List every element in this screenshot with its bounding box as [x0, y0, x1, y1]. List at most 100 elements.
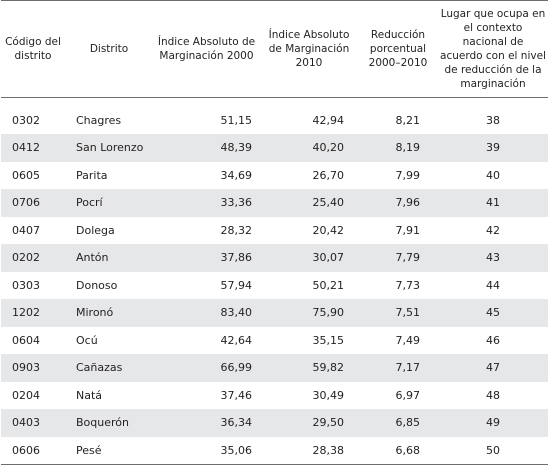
cell-indice-2000: 36,34 [153, 409, 260, 437]
cell-reduccion: 8,21 [358, 97, 438, 134]
cell-indice-2000: 34,69 [153, 161, 260, 189]
cell-indice-2000: 33,36 [153, 189, 260, 217]
cell-indice-2010: 40,20 [260, 134, 358, 162]
table-row: 1202 Mironó 83,40 75,90 7,51 45 [1, 299, 548, 327]
table-row: 0604 Ocú 42,64 35,15 7,49 46 [1, 326, 548, 354]
table-row: 0606 Pesé 35,06 28,38 6,68 50 [1, 436, 548, 465]
cell-lugar: 38 [438, 97, 548, 134]
table-row: 0412 San Lorenzo 48,39 40,20 8,19 39 [1, 134, 548, 162]
cell-indice-2010: 50,21 [260, 271, 358, 299]
header-distrito: Distrito [65, 0, 153, 98]
cell-codigo: 0605 [1, 161, 65, 189]
cell-reduccion: 6,97 [358, 381, 438, 409]
cell-lugar: 49 [438, 409, 548, 437]
cell-indice-2000: 48,39 [153, 134, 260, 162]
cell-reduccion: 8,19 [358, 134, 438, 162]
header-indice-2010: Índice Absoluto de Marginación 2010 [260, 0, 358, 98]
header-codigo: Código del distrito [1, 0, 65, 98]
table-row: 0407 Dolega 28,32 20,42 7,91 42 [1, 216, 548, 244]
cell-distrito: Antón [65, 244, 153, 272]
cell-reduccion: 7,79 [358, 244, 438, 272]
cell-distrito: Parita [65, 161, 153, 189]
cell-indice-2000: 37,86 [153, 244, 260, 272]
cell-lugar: 41 [438, 189, 548, 217]
cell-reduccion: 7,51 [358, 299, 438, 327]
table-row: 0202 Antón 37,86 30,07 7,79 43 [1, 244, 548, 272]
cell-indice-2000: 57,94 [153, 271, 260, 299]
cell-reduccion: 7,99 [358, 161, 438, 189]
cell-codigo: 0202 [1, 244, 65, 272]
cell-distrito: San Lorenzo [65, 134, 153, 162]
cell-indice-2010: 42,94 [260, 97, 358, 134]
cell-indice-2000: 35,06 [153, 436, 260, 465]
cell-codigo: 0604 [1, 326, 65, 354]
header-reduccion: Reducción porcentual 2000–2010 [358, 0, 438, 98]
cell-lugar: 48 [438, 381, 548, 409]
cell-lugar: 47 [438, 354, 548, 382]
cell-indice-2010: 25,40 [260, 189, 358, 217]
cell-lugar: 40 [438, 161, 548, 189]
cell-indice-2010: 35,15 [260, 326, 358, 354]
cell-indice-2000: 37,46 [153, 381, 260, 409]
cell-lugar: 42 [438, 216, 548, 244]
cell-indice-2010: 29,50 [260, 409, 358, 437]
table-row: 0302 Chagres 51,15 42,94 8,21 38 [1, 97, 548, 134]
cell-indice-2010: 30,49 [260, 381, 358, 409]
table-body: 0302 Chagres 51,15 42,94 8,21 38 0412 San Loren… [1, 97, 548, 465]
cell-reduccion: 7,49 [358, 326, 438, 354]
cell-lugar: 45 [438, 299, 548, 327]
cell-lugar: 44 [438, 271, 548, 299]
cell-indice-2000: 83,40 [153, 299, 260, 327]
cell-distrito: Dolega [65, 216, 153, 244]
cell-indice-2010: 26,70 [260, 161, 358, 189]
cell-distrito: Natá [65, 381, 153, 409]
cell-codigo: 0412 [1, 134, 65, 162]
cell-codigo: 0204 [1, 381, 65, 409]
cell-indice-2010: 30,07 [260, 244, 358, 272]
cell-lugar: 50 [438, 436, 548, 465]
header-indice-2000: Índice Absoluto de Marginación 2000 [153, 0, 260, 98]
cell-codigo: 0706 [1, 189, 65, 217]
cell-codigo: 0403 [1, 409, 65, 437]
cell-codigo: 0407 [1, 216, 65, 244]
table-row: 0403 Boquerón 36,34 29,50 6,85 49 [1, 409, 548, 437]
cell-distrito: Boquerón [65, 409, 153, 437]
cell-indice-2000: 66,99 [153, 354, 260, 382]
cell-distrito: Cañazas [65, 354, 153, 382]
cell-distrito: Ocú [65, 326, 153, 354]
cell-lugar: 39 [438, 134, 548, 162]
header-row: Código del distrito Distrito Índice Abso… [1, 0, 548, 98]
cell-indice-2010: 28,38 [260, 436, 358, 465]
cell-distrito: Pesé [65, 436, 153, 465]
cell-codigo: 0302 [1, 97, 65, 134]
cell-reduccion: 7,73 [358, 271, 438, 299]
table-row: 0903 Cañazas 66,99 59,82 7,17 47 [1, 354, 548, 382]
cell-codigo: 0606 [1, 436, 65, 465]
table-row: 0706 Pocrí 33,36 25,40 7,96 41 [1, 189, 548, 217]
cell-indice-2000: 51,15 [153, 97, 260, 134]
table-row: 0605 Parita 34,69 26,70 7,99 40 [1, 161, 548, 189]
cell-indice-2010: 20,42 [260, 216, 358, 244]
cell-reduccion: 7,91 [358, 216, 438, 244]
cell-lugar: 46 [438, 326, 548, 354]
table-row: 0303 Donoso 57,94 50,21 7,73 44 [1, 271, 548, 299]
cell-codigo: 1202 [1, 299, 65, 327]
cell-lugar: 43 [438, 244, 548, 272]
cell-indice-2010: 75,90 [260, 299, 358, 327]
cell-codigo: 0303 [1, 271, 65, 299]
cell-distrito: Mironó [65, 299, 153, 327]
table-header: Código del distrito Distrito Índice Abso… [1, 0, 548, 98]
cell-distrito: Chagres [65, 97, 153, 134]
cell-reduccion: 6,85 [358, 409, 438, 437]
cell-codigo: 0903 [1, 354, 65, 382]
cell-distrito: Pocrí [65, 189, 153, 217]
cell-indice-2000: 28,32 [153, 216, 260, 244]
cell-reduccion: 7,17 [358, 354, 438, 382]
cell-distrito: Donoso [65, 271, 153, 299]
cell-reduccion: 7,96 [358, 189, 438, 217]
table-row: 0204 Natá 37,46 30,49 6,97 48 [1, 381, 548, 409]
cell-indice-2000: 42,64 [153, 326, 260, 354]
cell-reduccion: 6,68 [358, 436, 438, 465]
